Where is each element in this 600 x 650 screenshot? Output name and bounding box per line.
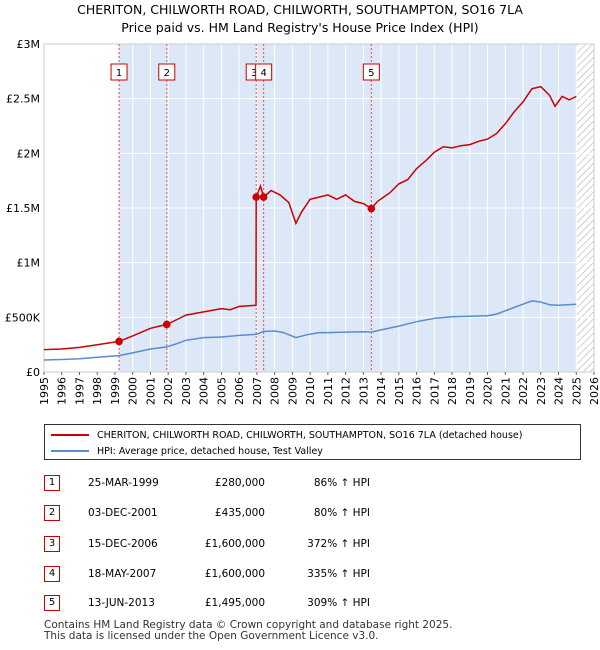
x-tick-label: 2012: [340, 377, 353, 405]
x-tick-label: 2015: [393, 377, 406, 405]
x-tick-label: 1999: [109, 377, 122, 405]
sale-hpi-change: 335% ↑ HPI: [307, 568, 370, 580]
sale-price: £1,495,000: [204, 597, 265, 609]
y-tick-label: £2M: [17, 147, 41, 160]
sale-date: 18-MAY-2007: [88, 568, 157, 580]
sale-label-box: [158, 63, 176, 81]
sale-date: 25-MAR-1999: [88, 477, 159, 489]
sale-date: 13-JUN-2013: [88, 597, 155, 609]
sale-point: [367, 204, 376, 213]
sale-hpi-change: 372% ↑ HPI: [307, 538, 370, 550]
legend-item-property: CHERITON, CHILWORTH ROAD, CHILWORTH, SOU…: [51, 428, 522, 442]
footer-licence: This data is licensed under the Open Gov…: [44, 630, 379, 642]
x-tick-label: 2026: [588, 377, 600, 405]
x-tick-label: 2025: [570, 377, 583, 405]
x-tick-label: 2009: [286, 377, 299, 405]
sale-price: £1,600,000: [204, 568, 265, 580]
sale-date: 15-DEC-2006: [88, 538, 158, 550]
y-tick-label: £500K: [5, 311, 41, 324]
sale-point: [252, 193, 260, 201]
x-tick-label: 2007: [251, 377, 264, 405]
x-tick-label: 2023: [535, 377, 548, 405]
sale-price: £435,000: [214, 507, 265, 519]
sale-price: £1,600,000: [204, 538, 265, 550]
sale-point: [259, 193, 268, 201]
property-price-line: [43, 85, 577, 351]
hpi-line: [43, 300, 577, 361]
legend-swatch-hpi: [51, 450, 89, 452]
sale-hpi-change: 80% ↑ HPI: [313, 507, 370, 519]
x-tick-label: 2017: [428, 377, 441, 405]
sale-hpi-change: 309% ↑ HPI: [307, 597, 370, 609]
x-tick-label: 1995: [38, 377, 51, 405]
chart-title: CHERITON, CHILWORTH ROAD, CHILWORTH, SOU…: [77, 2, 523, 17]
sale-hpi-change: 86% ↑ HPI: [313, 477, 370, 489]
sale-label: 2: [164, 68, 170, 79]
legend-swatch-property: [51, 434, 89, 436]
sale-label: 3: [251, 68, 257, 79]
sale-label-box: [362, 63, 380, 81]
x-tick-label: 1998: [91, 377, 104, 405]
x-tick-label: 1996: [56, 377, 69, 405]
sale-price: £280,000: [214, 477, 265, 489]
x-tick-label: 2019: [464, 377, 477, 405]
x-tick-label: 2001: [144, 377, 157, 405]
footer-copyright: Contains HM Land Registry data © Crown c…: [44, 619, 453, 631]
x-tick-label: 2004: [198, 377, 211, 405]
y-tick-label: £0: [26, 366, 40, 379]
y-tick-label: £1M: [17, 257, 41, 270]
legend-label-property: CHERITON, CHILWORTH ROAD, CHILWORTH, SOU…: [97, 429, 523, 441]
sale-date: 03-DEC-2001: [88, 507, 158, 519]
sale-number-badge: 5: [44, 595, 60, 611]
sale-number-badge: 3: [44, 536, 60, 552]
x-tick-label: 2022: [517, 377, 530, 405]
sale-number-badge: 4: [44, 566, 60, 582]
y-tick-label: £3M: [17, 38, 41, 51]
x-tick-label: 2011: [322, 377, 335, 405]
x-tick-label: 2014: [375, 377, 388, 405]
y-tick-label: £2.5M: [6, 93, 40, 106]
legend: CHERITON, CHILWORTH ROAD, CHILWORTH, SOU…: [44, 424, 581, 460]
plot-border: [43, 43, 595, 373]
x-tick-label: 2002: [162, 377, 175, 405]
x-tick-label: 2008: [269, 377, 282, 405]
x-tick-label: 2003: [180, 377, 193, 405]
x-tick-label: 2020: [482, 377, 495, 405]
sale-number-badge: 1: [44, 475, 60, 491]
sale-point: [115, 337, 123, 346]
sale-label: 5: [368, 68, 374, 79]
sale-number-badge: 2: [44, 505, 60, 521]
sale-label: 4: [260, 68, 266, 79]
x-tick-label: 2024: [553, 377, 566, 405]
x-tick-label: 2016: [411, 377, 424, 405]
x-tick-label: 2018: [446, 377, 459, 405]
x-tick-label: 2006: [233, 377, 246, 405]
legend-item-hpi: HPI: Average price, detached house, Test…: [51, 444, 323, 458]
x-tick-label: 2013: [357, 377, 370, 405]
chart-subtitle: Price paid vs. HM Land Registry's House …: [121, 20, 479, 35]
sale-label-box: [255, 63, 273, 81]
x-tick-label: 2021: [499, 377, 512, 405]
x-tick-label: 2000: [127, 377, 140, 405]
sale-label-box: [110, 63, 128, 81]
sale-point: [162, 320, 171, 329]
x-tick-label: 1997: [73, 377, 86, 405]
price-chart: £0 £500K £1M £1.5M £2M £2.5M £3M 1995 1996 1997 19…: [5, 38, 600, 405]
x-tick-label: 2010: [304, 377, 317, 405]
sale-label: 1: [116, 68, 122, 79]
x-tick-label: 2005: [215, 377, 228, 405]
y-tick-label: £1.5M: [6, 202, 40, 215]
legend-label-hpi: HPI: Average price, detached house, Test…: [97, 445, 323, 457]
